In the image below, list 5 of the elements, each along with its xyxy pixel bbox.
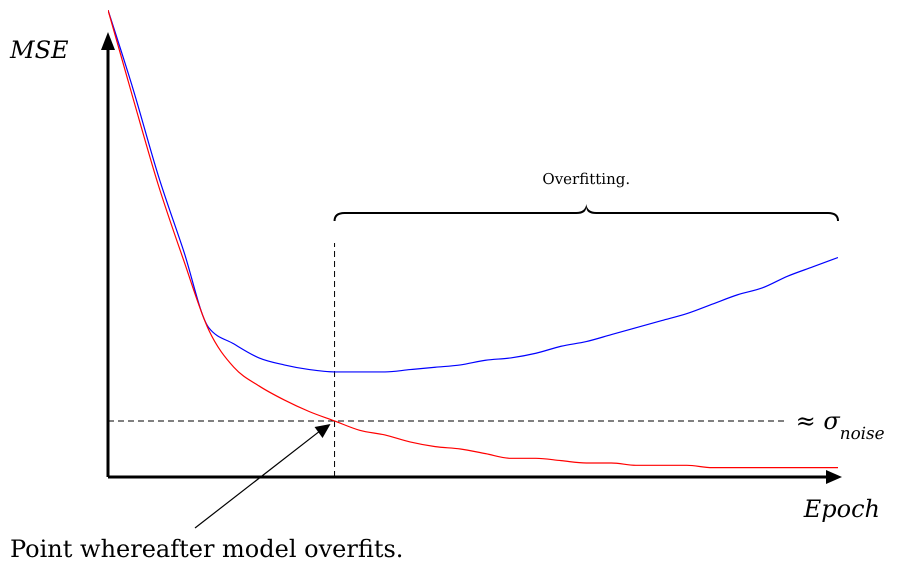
annotation: Overfitting.: [542, 170, 630, 188]
ref-line-label: ≈ σ$_{noise}$: [796, 406, 885, 443]
y-axis-title: MSE: [9, 36, 70, 64]
text: Point whereafter model overfits.: [10, 535, 404, 563]
x-axis-title: Epoch: [802, 495, 880, 523]
